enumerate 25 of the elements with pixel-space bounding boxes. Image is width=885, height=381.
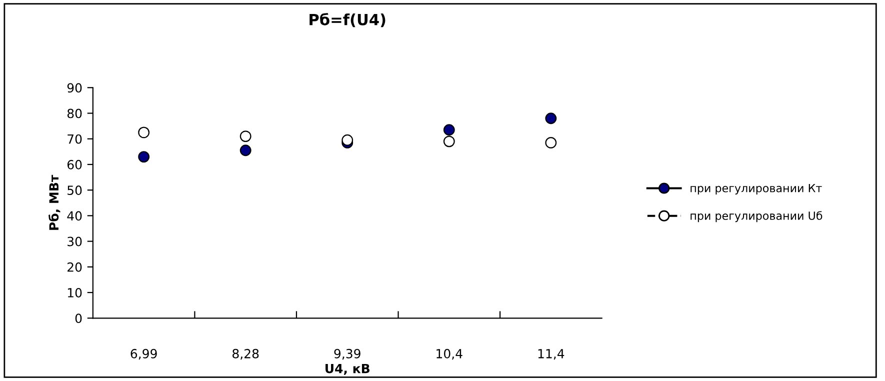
x-tick-label: 9,39 (334, 348, 360, 360)
x-axis-title: U4, кВ (326, 364, 370, 375)
x-tick-label: 10,4 (436, 348, 462, 360)
x-tick-label: 8,28 (232, 348, 259, 360)
legend-label: при регулировании Кт (690, 184, 822, 194)
point (545, 112, 557, 124)
y-tick-label: 60 (67, 160, 82, 170)
y-tick-label: 30 (68, 236, 82, 246)
y-tick-label: 20 (68, 262, 82, 272)
y-axis-title: Рб, МВт (48, 174, 60, 230)
y-tick-label: 80 (67, 108, 82, 118)
x-tick-label: 11,4 (538, 349, 564, 360)
y-tick-label: 0 (75, 314, 82, 324)
chart-title: Рб=f(U4) (310, 13, 386, 28)
y-tick-label: 70 (68, 134, 82, 144)
y-tick-label: 90 (67, 83, 82, 93)
y-tick-label: 40 (67, 211, 82, 221)
point (342, 134, 354, 146)
y-tick-label: 10 (68, 288, 82, 298)
x-tick-label: 6,99 (130, 348, 157, 360)
y-tick-label: 50 (68, 186, 82, 196)
point (138, 151, 150, 162)
point (240, 144, 252, 156)
legend-label: при регулировании Uб (690, 211, 822, 222)
point (443, 124, 455, 136)
